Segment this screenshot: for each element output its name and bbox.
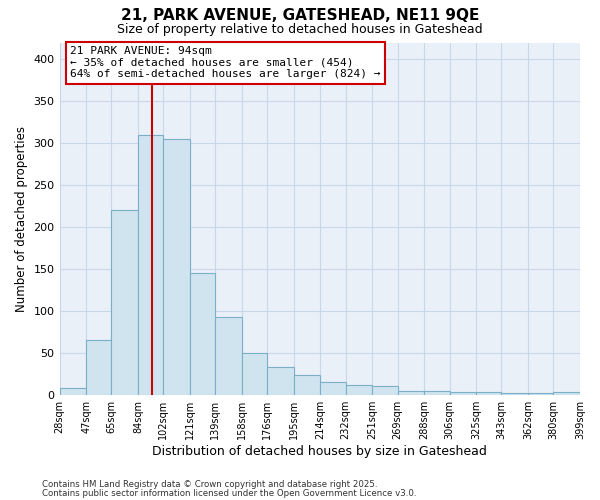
Text: Size of property relative to detached houses in Gateshead: Size of property relative to detached ho… xyxy=(117,22,483,36)
Bar xyxy=(86,340,112,394)
Bar xyxy=(294,374,320,394)
Text: Contains HM Land Registry data © Crown copyright and database right 2025.: Contains HM Land Registry data © Crown c… xyxy=(42,480,377,489)
Text: Contains public sector information licensed under the Open Government Licence v3: Contains public sector information licen… xyxy=(42,488,416,498)
Bar xyxy=(138,134,163,394)
Bar xyxy=(398,390,424,394)
Bar xyxy=(424,390,449,394)
Bar xyxy=(267,367,294,394)
Bar xyxy=(242,353,267,395)
Bar xyxy=(163,139,190,394)
Text: 21 PARK AVENUE: 94sqm
← 35% of detached houses are smaller (454)
64% of semi-det: 21 PARK AVENUE: 94sqm ← 35% of detached … xyxy=(70,46,380,79)
Bar xyxy=(553,392,580,394)
X-axis label: Distribution of detached houses by size in Gateshead: Distribution of detached houses by size … xyxy=(152,444,487,458)
Text: 21, PARK AVENUE, GATESHEAD, NE11 9QE: 21, PARK AVENUE, GATESHEAD, NE11 9QE xyxy=(121,8,479,22)
Bar xyxy=(112,210,138,394)
Bar xyxy=(346,386,373,394)
Bar xyxy=(528,393,553,394)
Y-axis label: Number of detached properties: Number of detached properties xyxy=(15,126,28,312)
Bar xyxy=(502,393,528,394)
Bar xyxy=(373,386,398,394)
Bar xyxy=(320,382,346,394)
Bar xyxy=(215,316,242,394)
Bar xyxy=(449,392,476,394)
Bar xyxy=(190,273,215,394)
Bar xyxy=(476,392,502,394)
Bar xyxy=(59,388,86,394)
